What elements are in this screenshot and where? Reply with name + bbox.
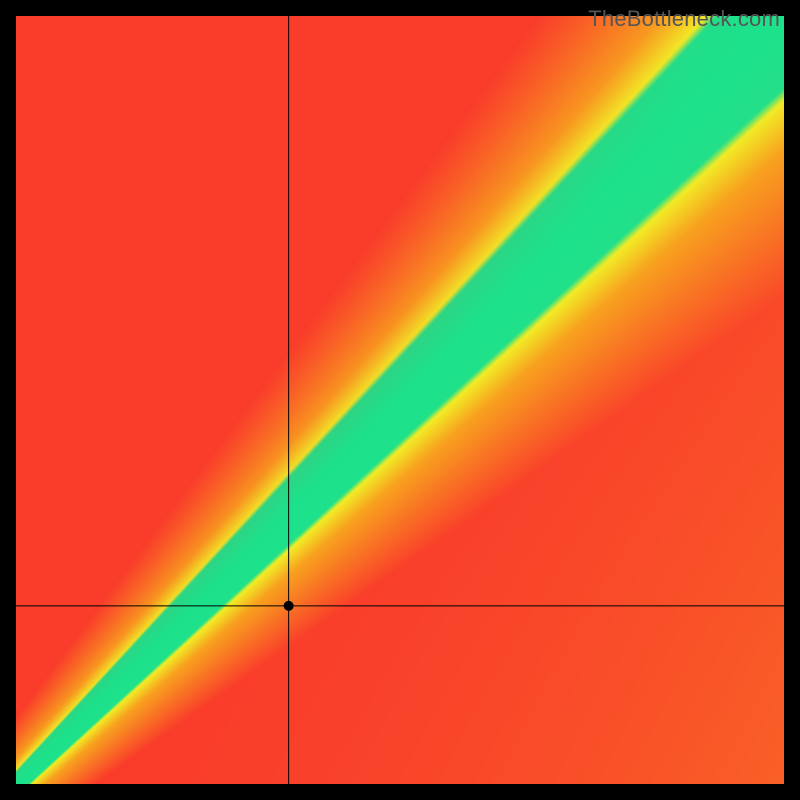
- bottleneck-heatmap: [16, 16, 784, 784]
